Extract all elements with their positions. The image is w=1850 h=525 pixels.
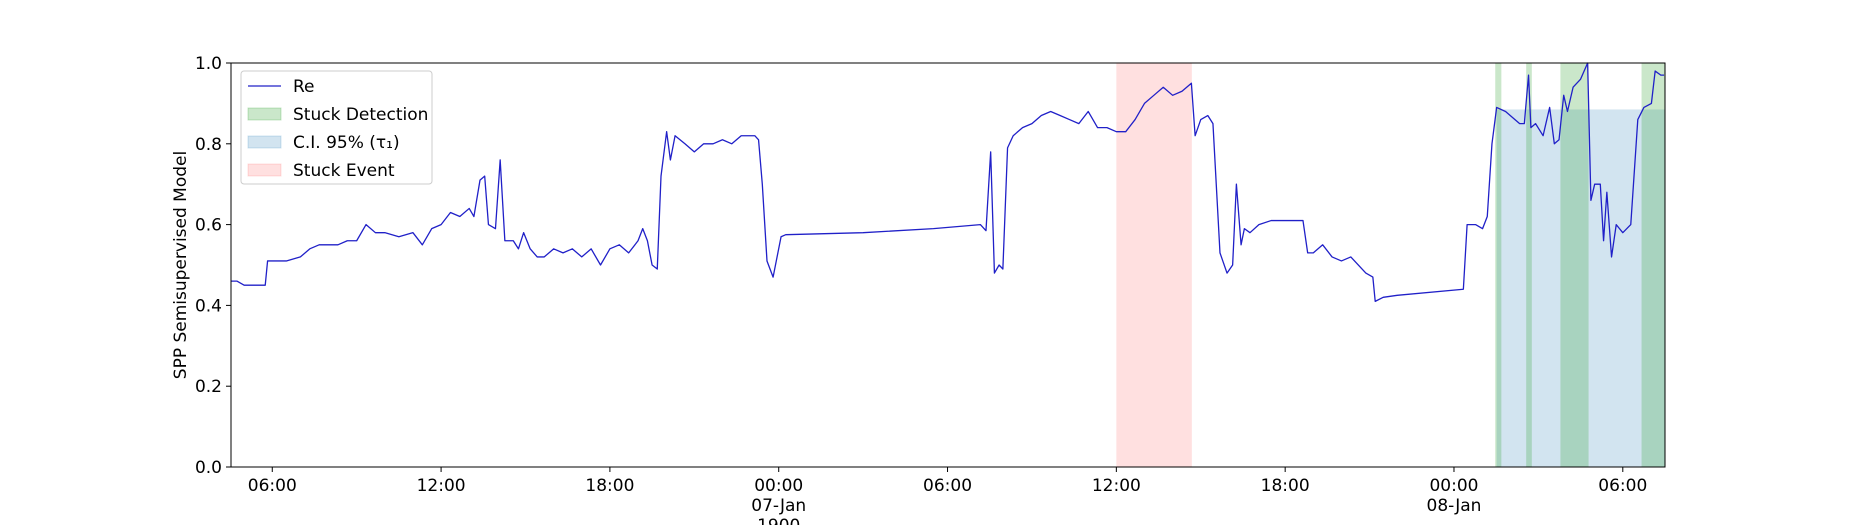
x-tick-label-line: 06:00 (1598, 476, 1647, 496)
x-tick-label: 18:00 (1261, 476, 1310, 496)
shaded-span (1641, 63, 1665, 467)
legend-label: Stuck Detection (293, 105, 428, 125)
shaded-span (1560, 63, 1589, 467)
shaded-span (1496, 109, 1665, 468)
legend-label: C.I. 95% (τ₁) (293, 133, 400, 153)
y-tick-label: 0.0 (195, 458, 222, 478)
x-tick-label-line: 08-Jan (1427, 496, 1482, 516)
data-line (231, 62, 1665, 303)
x-tick-label-line: 06:00 (248, 476, 297, 496)
y-axis-label: SPP Semisupervised Model (171, 151, 191, 379)
x-tick-label: 18:00 (585, 476, 634, 496)
legend-frame (240, 70, 433, 185)
legend-handle (247, 135, 282, 149)
shaded-span (1495, 63, 1502, 467)
y-tick-label: 1.0 (195, 54, 222, 74)
x-tick-label: 06:00 (923, 476, 972, 496)
x-tick-label: 12:00 (417, 476, 466, 496)
x-tick-label-line: 1900 (757, 516, 800, 525)
legend-handle (247, 107, 282, 121)
legend-label: Re (293, 77, 315, 97)
x-tick-label-line: 00:00 (1429, 476, 1478, 496)
x-tick-label: 06:00 (248, 476, 297, 496)
y-tick-label: 0.6 (195, 216, 222, 236)
x-tick-label: 12:00 (1092, 476, 1141, 496)
shaded-span (1116, 63, 1192, 467)
legend-handle (247, 163, 282, 177)
legend-label: Stuck Event (293, 161, 395, 181)
x-tick-label-line: 06:00 (923, 476, 972, 496)
x-tick-label-line: 00:00 (754, 476, 803, 496)
x-tick-label: 06:00 (1598, 476, 1647, 496)
y-tick-label: 0.4 (195, 296, 222, 316)
x-tick-label: 00:00 08-Jan (1427, 476, 1482, 516)
y-tick-label: 0.8 (195, 135, 222, 155)
x-tick-label-line: 18:00 (1261, 476, 1310, 496)
y-tick-label: 0.2 (195, 377, 222, 397)
x-tick-label-line: 18:00 (585, 476, 634, 496)
x-tick-label-line: 12:00 (1092, 476, 1141, 496)
x-tick-label-line: 07-Jan (751, 496, 806, 516)
shaded-span (1526, 63, 1532, 467)
x-tick-label-line: 12:00 (417, 476, 466, 496)
plot-frame (230, 62, 1666, 468)
